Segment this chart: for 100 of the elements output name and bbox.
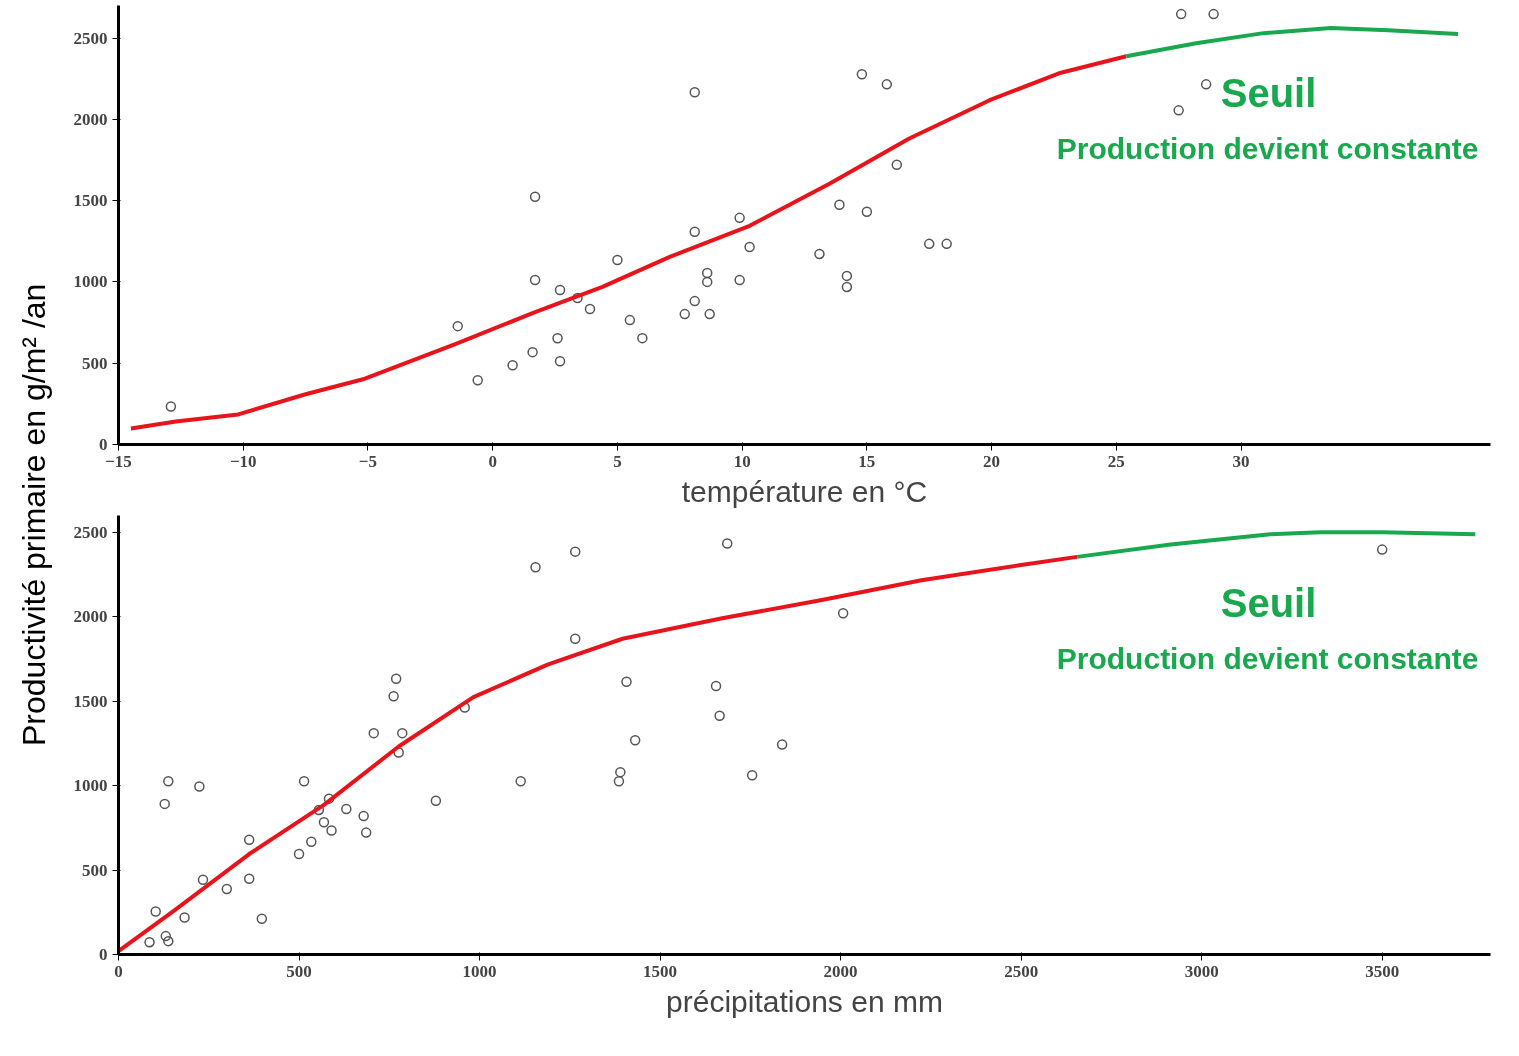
point	[150, 906, 161, 917]
x-tick-label: 500	[286, 961, 312, 981]
point	[734, 212, 745, 224]
annotation: Production devient constante	[1056, 641, 1479, 675]
point	[530, 561, 541, 573]
y-tick-label: 2500	[73, 28, 108, 48]
point	[841, 270, 853, 282]
point	[891, 159, 903, 170]
point	[814, 248, 825, 260]
point	[452, 320, 464, 332]
point	[318, 817, 330, 828]
point	[358, 810, 369, 822]
point	[612, 254, 623, 266]
point	[341, 803, 352, 815]
y-tick-label: 1500	[73, 691, 108, 711]
point	[165, 401, 177, 412]
point	[326, 825, 337, 836]
y-tick-label: 1000	[73, 272, 108, 292]
y-tick-label: 2500	[73, 522, 108, 542]
point	[613, 776, 625, 787]
point	[430, 795, 442, 806]
point	[393, 747, 404, 758]
point	[529, 274, 541, 286]
point	[507, 360, 518, 371]
point	[144, 936, 155, 948]
point	[701, 267, 713, 279]
point	[256, 913, 268, 924]
point	[569, 546, 581, 557]
x-tick-label: 0	[488, 451, 497, 471]
x-tick-label: −15	[105, 451, 132, 471]
y-tick-label: 500	[82, 860, 108, 880]
point	[472, 375, 483, 386]
point	[615, 766, 626, 778]
point	[159, 798, 170, 810]
point	[529, 191, 541, 202]
y-tick-label: 1500	[73, 191, 108, 211]
point	[1376, 544, 1388, 555]
point	[704, 308, 715, 320]
point	[584, 303, 596, 315]
x-tick-label: 0	[114, 961, 123, 981]
point	[1200, 79, 1212, 90]
x-tick-label: 20	[983, 451, 1001, 471]
point	[388, 690, 399, 702]
point	[368, 727, 380, 739]
point	[776, 739, 788, 750]
point	[397, 727, 408, 739]
point	[527, 346, 538, 358]
point	[746, 769, 758, 781]
point	[390, 673, 402, 685]
point	[714, 710, 725, 721]
point	[572, 292, 583, 304]
x-tick-label: 10	[733, 451, 751, 471]
point	[689, 295, 700, 307]
point	[841, 281, 853, 293]
point	[552, 332, 563, 344]
y-tick-label: 0	[99, 945, 108, 964]
annotation: Production devient constante	[1056, 131, 1479, 165]
point	[744, 241, 755, 253]
point	[221, 883, 233, 895]
point	[163, 776, 174, 787]
point	[1175, 8, 1187, 20]
annotation: Seuil	[1220, 70, 1317, 115]
point	[515, 776, 526, 787]
y-tick-label: 2000	[73, 109, 108, 129]
point	[554, 284, 566, 296]
point	[194, 781, 205, 792]
x-tick-label: 1500	[643, 961, 678, 981]
x-tick-label: −5	[358, 451, 378, 471]
y-tick-label: 0	[99, 435, 108, 454]
x-axis-title: température en °C	[681, 474, 928, 508]
point	[941, 238, 952, 250]
point	[834, 199, 845, 210]
x-tick-label: 2500	[1004, 961, 1039, 981]
point	[679, 308, 691, 320]
point	[179, 912, 190, 923]
point	[689, 226, 700, 238]
point	[298, 776, 310, 787]
line-series	[1075, 530, 1478, 559]
point	[160, 930, 172, 942]
point	[837, 608, 849, 619]
point	[637, 332, 648, 344]
point	[856, 69, 868, 80]
x-tick-label: 3500	[1365, 961, 1400, 981]
point	[360, 827, 372, 838]
point	[701, 276, 713, 288]
x-tick-label: 5	[613, 451, 622, 471]
x-tick-label: 25	[1107, 451, 1125, 471]
x-tick-label: 3000	[1184, 961, 1219, 981]
x-tick-label: 2000	[823, 961, 858, 981]
point	[313, 804, 325, 816]
x-tick-label: 1000	[462, 961, 497, 981]
y-tick-label: 500	[82, 353, 108, 373]
point	[293, 848, 305, 860]
point	[734, 274, 745, 286]
annotation: Seuil	[1220, 580, 1317, 625]
point	[197, 874, 209, 885]
point	[629, 734, 641, 746]
point	[624, 314, 636, 326]
point	[1208, 8, 1219, 20]
point	[621, 676, 632, 688]
